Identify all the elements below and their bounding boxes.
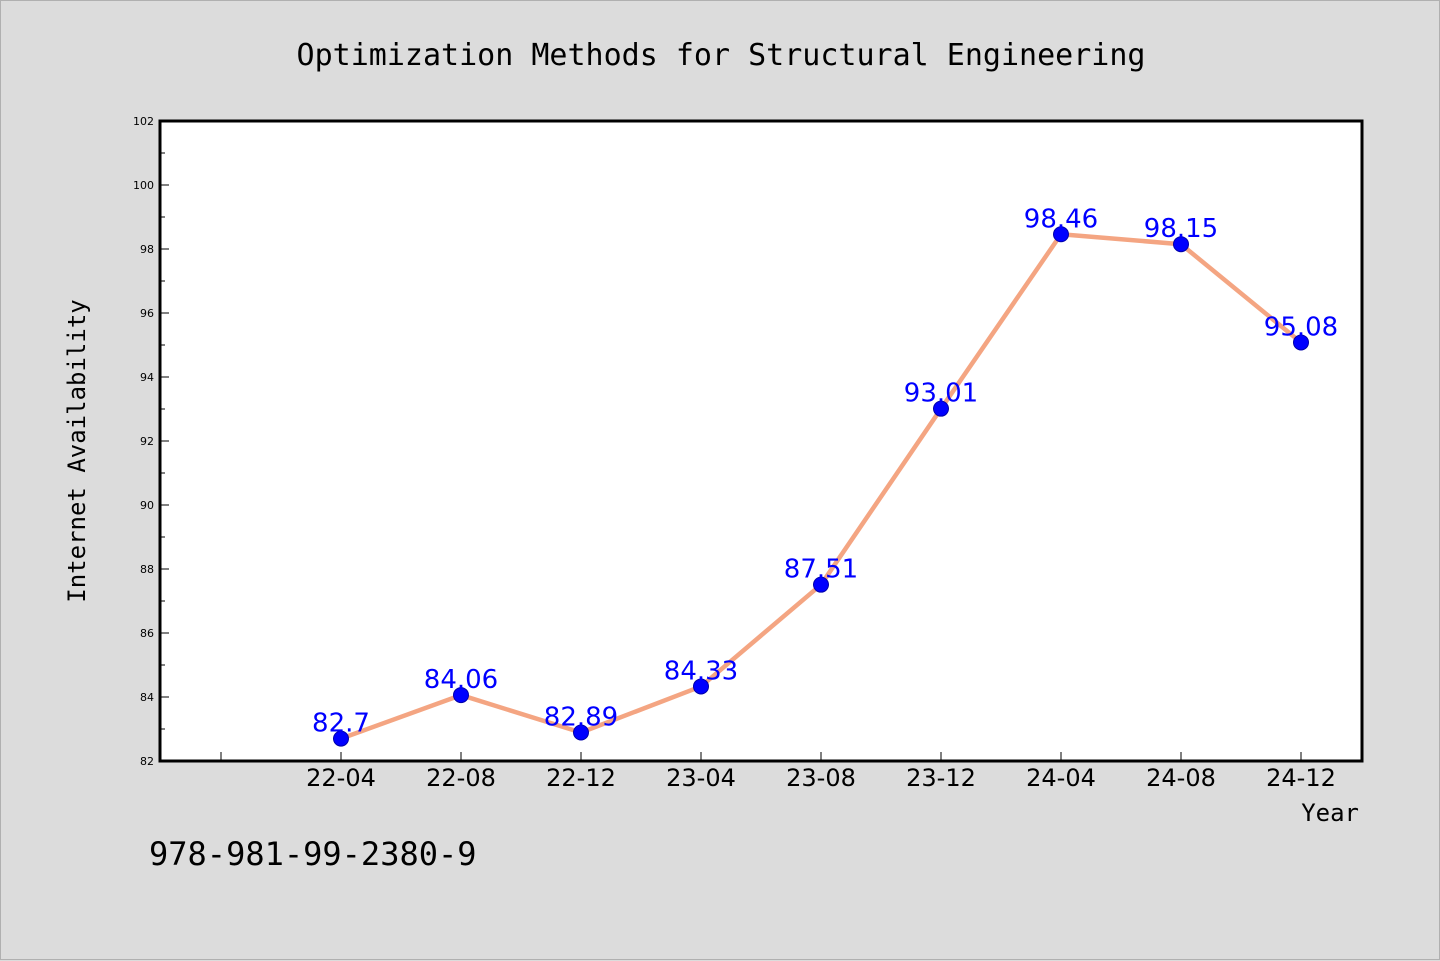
data-label: 93.01: [904, 379, 978, 409]
data-point-marker: [333, 730, 349, 747]
data-label: 84.06: [424, 665, 498, 695]
x-tick-label: 24-04: [1026, 764, 1096, 792]
x-tick-label: 22-04: [306, 764, 376, 792]
data-label: 82.7: [312, 709, 370, 739]
x-tick-label: 23-04: [666, 764, 736, 792]
data-label: 95.08: [1264, 312, 1338, 342]
plot-area: [158, 119, 1364, 763]
data-point-marker: [933, 400, 949, 417]
y-axis-label: Internet Availability: [63, 299, 91, 602]
y-tick-label: 94: [140, 371, 154, 384]
data-label: 82.89: [544, 703, 618, 733]
data-point-marker: [1053, 226, 1069, 243]
y-axis-ticks: 82 84 86 88 90 92 94 96 98 100 102: [133, 115, 169, 768]
x-tick-label: 24-08: [1146, 764, 1216, 792]
series-line-group: [333, 226, 1309, 747]
y-tick-label: 82: [140, 755, 154, 768]
footer-code: 978-981-99-2380-9: [149, 835, 477, 873]
y-tick-label: 98: [140, 243, 154, 256]
y-tick-label: 96: [140, 307, 154, 320]
data-label: 84.33: [664, 656, 738, 686]
data-label: 98.46: [1024, 204, 1098, 234]
x-tick-label: 23-08: [786, 764, 856, 792]
data-labels-group: 82.7 84.06 82.89 84.33 87.51 93.01 98.46 98.15 9…: [312, 204, 1338, 738]
x-tick-label: 23-12: [906, 764, 976, 792]
data-point-marker: [1173, 236, 1189, 253]
data-label: 98.15: [1144, 214, 1218, 244]
y-tick-label: 92: [140, 435, 154, 448]
x-tick-label: 22-12: [546, 764, 616, 792]
data-point-marker: [693, 678, 709, 695]
x-tick-label: 22-08: [426, 764, 496, 792]
y-tick-label: 86: [140, 627, 154, 640]
data-point-marker: [1293, 334, 1309, 351]
data-point-marker: [453, 687, 469, 704]
data-point-marker: [573, 724, 589, 741]
x-axis-ticks: 22-04 22-08 22-12 23-04 23-08 23-12 24-04 24-08…: [220, 752, 1336, 792]
data-label: 87.51: [784, 555, 858, 585]
y-tick-label: 100: [133, 179, 154, 192]
y-tick-label: 88: [140, 563, 154, 576]
chart-title: Optimization Methods for Structural Engi…: [297, 38, 1146, 73]
x-axis-label: Year: [1301, 799, 1359, 827]
data-point-marker: [813, 576, 829, 593]
x-tick-label: 24-12: [1266, 764, 1336, 792]
y-tick-label: 102: [133, 115, 154, 128]
y-tick-label: 84: [140, 691, 154, 704]
y-tick-label: 90: [140, 499, 154, 512]
